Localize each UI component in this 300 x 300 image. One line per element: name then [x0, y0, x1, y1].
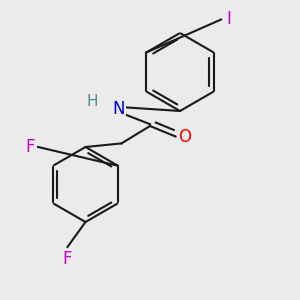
Text: H: H [86, 94, 98, 110]
Text: I: I [226, 11, 231, 28]
Text: F: F [63, 250, 72, 268]
Text: N: N [112, 100, 125, 118]
Text: O: O [178, 128, 191, 146]
Text: F: F [25, 138, 34, 156]
